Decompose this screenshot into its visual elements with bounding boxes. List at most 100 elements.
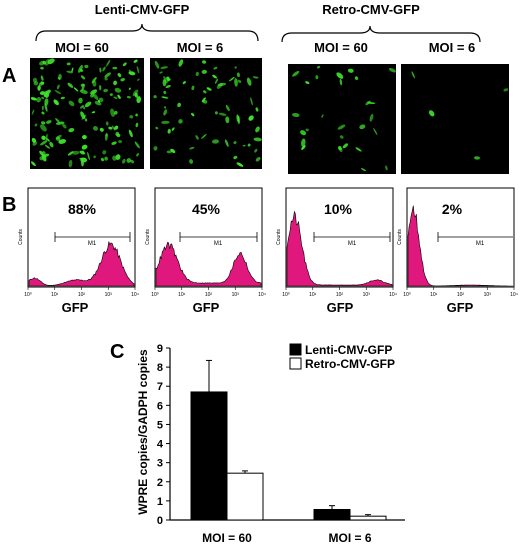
gfp-cell — [67, 82, 74, 88]
gfp-cell — [159, 71, 163, 74]
gfp-cell — [234, 66, 237, 69]
percent-label: 45% — [192, 201, 221, 217]
gfp-cell — [66, 70, 74, 74]
gfp-cell — [360, 168, 367, 172]
gfp-cell — [255, 126, 260, 133]
gfp-cell — [337, 124, 346, 130]
gfp-cell — [355, 147, 362, 152]
gfp-cell — [218, 112, 227, 116]
gfp-cell — [247, 143, 251, 147]
gfp-cell — [305, 128, 309, 132]
gfp-cell — [255, 107, 259, 112]
gfp-cell — [153, 95, 157, 99]
gfp-cell — [42, 151, 46, 155]
gfp-cell — [250, 97, 253, 106]
x-tick-label: 10² — [78, 292, 86, 298]
gfp-cell — [301, 138, 306, 147]
gate-label: M1 — [348, 241, 357, 247]
counts-axis-label: Counts — [397, 229, 403, 245]
gfp-cell — [135, 122, 139, 128]
gfp-cell — [79, 157, 86, 160]
gfp-cell — [195, 135, 199, 140]
gfp-cell — [160, 66, 168, 69]
gfp-cell — [132, 89, 139, 97]
gfp-cell — [161, 120, 170, 124]
gfp-cell — [111, 125, 116, 131]
gfp-cell — [234, 78, 238, 87]
x-tick-label: 10⁴ — [258, 292, 266, 298]
panel-label-a: A — [2, 65, 16, 87]
gfp-cell — [98, 97, 104, 103]
x-tick-label: 10⁰ — [151, 292, 159, 298]
gfp-cell — [292, 112, 300, 118]
x-tick-label: 10¹ — [51, 292, 59, 298]
gfp-cell — [166, 76, 170, 80]
gfp-cell — [136, 66, 140, 74]
gfp-cell — [133, 59, 138, 63]
gfp-cell — [233, 155, 238, 160]
gfp-cell — [46, 138, 50, 142]
gfp-cell — [56, 84, 60, 90]
gfp-cell — [100, 157, 105, 162]
gfp-cell — [128, 71, 136, 76]
gfp-cell — [114, 125, 119, 130]
gfp-cell — [67, 151, 74, 156]
gfp-cell — [31, 109, 35, 115]
histogram-retro-moi60: 10% M1 Counts 10⁰ 10¹ 10² 10³ 10⁴ — [276, 187, 397, 298]
gfp-cell — [503, 88, 509, 92]
gfp-cell — [92, 93, 99, 101]
gfp-cell — [113, 96, 118, 99]
gfp-cell — [164, 106, 166, 109]
gfp-cell — [39, 82, 43, 86]
brace-lenti — [35, 23, 259, 42]
gfp-cell — [178, 59, 184, 67]
gfp-cell — [134, 141, 140, 149]
legend-label: Retro-CMV-GFP — [305, 357, 395, 371]
gfp-cell — [224, 139, 229, 147]
gfp-cell — [53, 99, 59, 106]
histogram-lenti-moi6: 45% M1 Counts 10⁰ 10¹ 10² 10³ 10⁴ — [145, 187, 266, 298]
gfp-cell — [242, 144, 246, 147]
gfp-cell — [177, 102, 181, 108]
micrograph-retro-moi60 — [288, 64, 396, 174]
x-tick-label: 10⁰ — [403, 292, 411, 298]
counts-axis-label: Counts — [18, 229, 24, 245]
gfp-cell — [41, 111, 45, 115]
gfp-cell — [292, 70, 300, 77]
histogram-lenti-moi60: 88% M1 Counts 10⁰ 10¹ 10² 10³ 10⁴ — [18, 187, 139, 298]
gfp-cell — [165, 84, 171, 89]
gfp-cell — [44, 103, 48, 112]
gate-label: M1 — [88, 241, 97, 247]
gfp-axis-label: GFP — [62, 300, 89, 315]
x-tick-label: 10³ — [484, 292, 492, 298]
gfp-cell — [122, 158, 126, 164]
gfp-cell — [315, 75, 319, 80]
gfp-cell — [126, 158, 132, 163]
y-tick-label: 5 — [157, 419, 163, 431]
gfp-cell — [201, 69, 207, 74]
brace-retro — [281, 25, 481, 43]
micrograph-lenti-moi60 — [30, 58, 144, 169]
gfp-cell — [115, 154, 121, 160]
gfp-cell — [122, 62, 127, 67]
group-label-lenti: Lenti-CMV-GFP — [95, 2, 190, 17]
y-tick-label: 0 — [157, 515, 163, 527]
gfp-cell — [112, 66, 118, 70]
group-label-retro: Retro-CMV-GFP — [322, 2, 420, 17]
gfp-cell — [40, 124, 47, 132]
gfp-cell — [37, 85, 41, 91]
gfp-cell — [117, 73, 122, 78]
gfp-cell — [49, 141, 54, 148]
percent-label: 88% — [68, 201, 97, 217]
moi-label: MOI = 60 — [314, 40, 368, 55]
gfp-cell — [66, 62, 71, 66]
gfp-cell — [136, 96, 142, 104]
gfp-cell — [104, 132, 108, 141]
legend-label: Lenti-CMV-GFP — [305, 343, 392, 357]
moi-label: MOI = 6 — [429, 40, 476, 55]
gfp-cell — [117, 94, 121, 99]
x-tick-label: 10¹ — [430, 292, 438, 298]
gfp-cell — [68, 100, 75, 107]
gfp-cell — [102, 66, 106, 72]
chart-legend: Lenti-CMV-GFP Retro-CMV-GFP — [289, 343, 395, 371]
